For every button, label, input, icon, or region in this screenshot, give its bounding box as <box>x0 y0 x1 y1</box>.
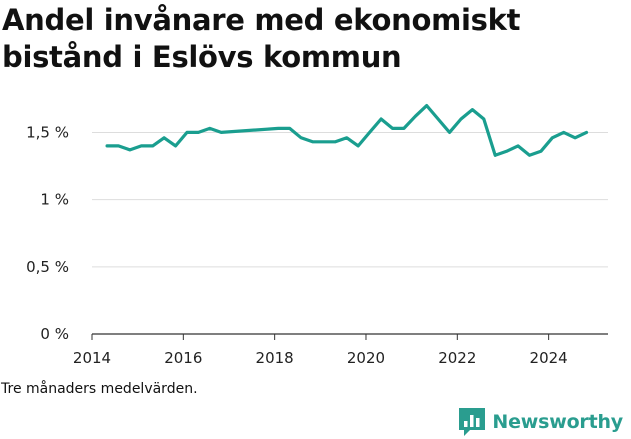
y-tick-label: 1,5 % <box>26 123 69 141</box>
y-tick-label: 0 % <box>40 325 69 343</box>
x-tick-label: 2016 <box>164 349 202 367</box>
series-line <box>105 104 589 157</box>
brand-logo[interactable]: Newsworthy <box>458 406 623 438</box>
line-chart: 2014 2016 2018 2020 2022 2024 0 % 0,5 % 1 % 1,5 … <box>26 104 608 367</box>
y-axis: 0 % 0,5 % 1 % 1,5 % <box>26 123 69 343</box>
chart-title: Andel invånare med ekonomiskt bistånd i … <box>2 2 622 76</box>
bar-chart-logo-icon <box>459 408 486 436</box>
x-tick-label: 2022 <box>438 349 476 367</box>
x-tick-label: 2014 <box>73 349 111 367</box>
brand-name: Newsworthy <box>492 411 623 433</box>
chart-title-line-1: Andel invånare med ekonomiskt <box>2 3 521 37</box>
x-axis: 2014 2016 2018 2020 2022 2024 <box>73 334 568 367</box>
chart-series <box>105 104 589 157</box>
footnote: Tre månaders medelvärden. <box>1 381 198 397</box>
x-tick-label: 2024 <box>530 349 568 367</box>
chart-title-line-2: bistånd i Eslövs kommun <box>2 40 402 74</box>
x-tick-label: 2020 <box>347 349 385 367</box>
x-tick-label: 2018 <box>256 349 294 367</box>
chart-grid <box>92 131 608 335</box>
y-tick-label: 0,5 % <box>26 258 69 276</box>
y-tick-label: 1 % <box>40 191 69 209</box>
